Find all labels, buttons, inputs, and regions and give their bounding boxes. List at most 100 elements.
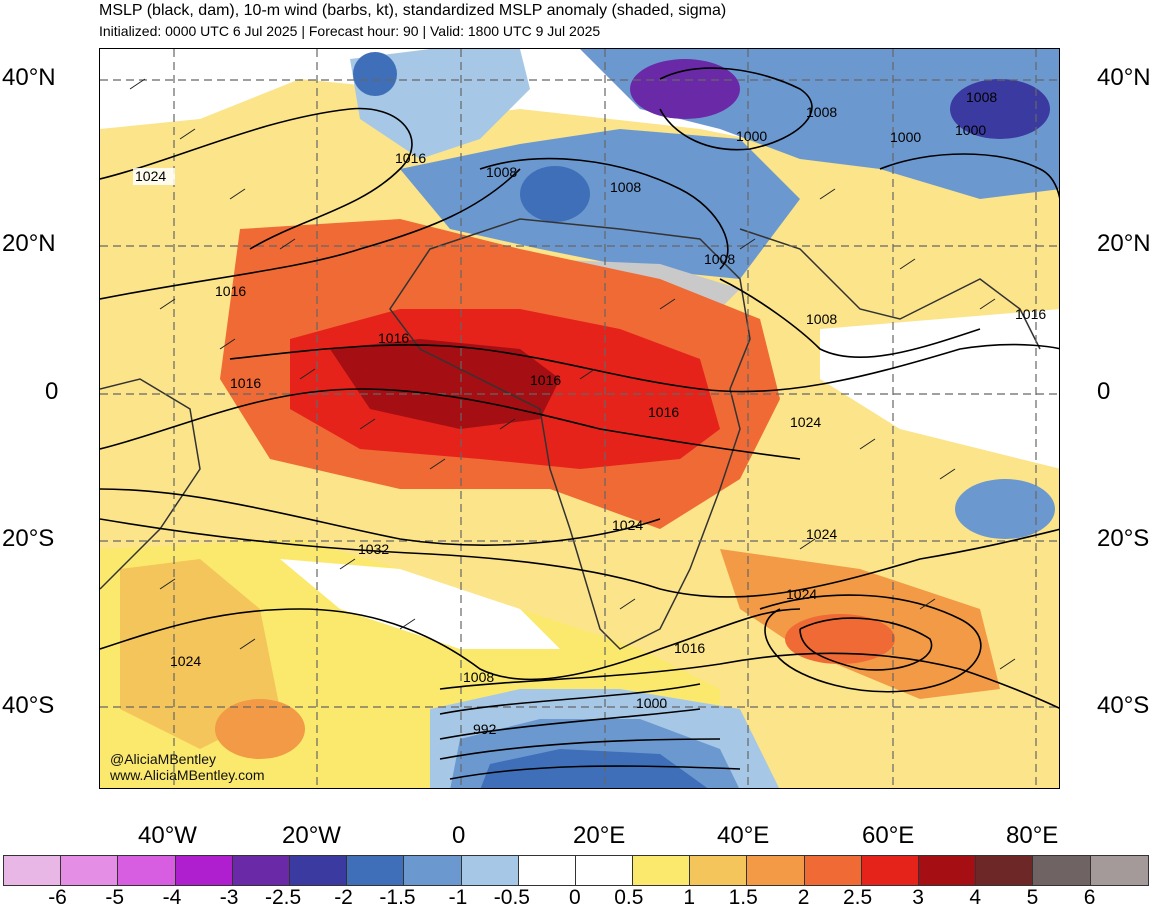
weather-map: 1024 1016 1008 1008 1008 1000 1008 1000 … (99, 48, 1060, 789)
colorbar-tick-label: -1.5 (379, 886, 416, 909)
lat-label-right: 40°S (1097, 692, 1150, 719)
contour-label: 1024 (806, 526, 837, 542)
contour-label: 1016 (230, 375, 261, 391)
anomaly-negative-sahara (400, 129, 800, 279)
contour-label: 1016 (530, 372, 561, 388)
anomaly-neutral-indian-ocean (820, 309, 1059, 469)
lat-label-right: 40°N (1097, 64, 1151, 91)
lat-label-left: 40°N (2, 64, 56, 91)
colorbar-tick-label: -5 (105, 886, 125, 909)
anomaly-low-sahara (520, 166, 590, 222)
lat-label-right: 0 (1097, 378, 1111, 405)
colorbar-tick-label: 3 (912, 886, 924, 909)
contour-label: 1016 (378, 330, 409, 346)
credit-handle: @AliciaMBentley (110, 751, 217, 767)
contour-label: 1008 (704, 251, 735, 267)
colorbar-tick-label: 6 (1083, 886, 1096, 909)
colorbar-swatch (919, 856, 977, 885)
colorbar-swatch (461, 856, 519, 885)
colorbar (3, 855, 1149, 886)
contour-label: 1008 (966, 89, 997, 105)
colorbar-swatch (175, 856, 233, 885)
colorbar-tick-label: 5 (1026, 886, 1039, 909)
lat-label-left: 20°N (2, 230, 56, 257)
contour-label: 1032 (358, 541, 389, 557)
colorbar-swatch (232, 856, 290, 885)
colorbar-swatch (1090, 856, 1148, 885)
colorbar-swatch (518, 856, 576, 885)
colorbar-tick-label: -3 (219, 886, 239, 909)
anomaly-low-atlantic (353, 52, 397, 96)
colorbar-tick-label: 0.5 (614, 886, 644, 909)
colorbar-swatch (804, 856, 862, 885)
contour-label: 1008 (806, 311, 837, 327)
contour-label: 1008 (806, 104, 837, 120)
colorbar-swatch (404, 856, 462, 885)
credit-website[interactable]: www.AliciaMBentley.com (110, 767, 265, 783)
map-canvas: 1024 1016 1008 1008 1008 1000 1008 1000 … (100, 49, 1059, 788)
contour-label: 1024 (612, 517, 643, 533)
anomaly-positive-south-atlantic-cell (215, 699, 305, 759)
lon-label: 40°W (138, 822, 197, 849)
lat-label-right: 20°N (1097, 230, 1151, 257)
contour-label: 1000 (890, 129, 921, 145)
contour-label: 1000 (636, 695, 667, 711)
lon-label: 20°E (573, 822, 626, 849)
colorbar-tick-label: 2 (797, 886, 810, 909)
colorbar-tick-label: 2.5 (843, 886, 873, 909)
lon-label: 60°E (862, 822, 915, 849)
colorbar-swatch (289, 856, 348, 885)
colorbar-tick-label: 1.5 (728, 886, 758, 909)
colorbar-swatch (747, 856, 805, 885)
colorbar-swatch (976, 856, 1034, 885)
colorbar-tick-label: 4 (969, 886, 982, 909)
colorbar-tick-label: -2 (334, 886, 353, 909)
lon-label: 0 (452, 822, 466, 849)
colorbar-swatch (633, 856, 691, 885)
contour-label: 1024 (170, 653, 201, 669)
anomaly-strong-low-europe (630, 59, 740, 119)
contour-label: 1016 (1015, 306, 1046, 322)
mslp-isobars (100, 67, 1059, 780)
colorbar-swatch (118, 856, 176, 885)
lat-label-left: 0 (45, 378, 59, 405)
arabia-india-coastline (739, 228, 1041, 350)
contour-label: 1000 (736, 128, 767, 144)
contour-label: 1016 (215, 283, 246, 299)
colorbar-tick-label: -4 (162, 886, 182, 909)
contour-label: 1008 (610, 179, 641, 195)
contour-label: 1024 (135, 168, 166, 184)
south-america-coastline (100, 378, 201, 590)
contour-label: 1000 (955, 122, 986, 138)
contour-label: 1008 (486, 164, 517, 180)
colorbar-swatch (690, 856, 748, 885)
anomaly-deep-low-southern-ocean (480, 749, 708, 788)
colorbar-tick-label: -6 (48, 886, 67, 909)
contour-label: 1024 (790, 414, 821, 430)
colorbar-swatch (61, 856, 119, 885)
lat-label-left: 40°S (2, 692, 55, 719)
colorbar-swatch (575, 856, 634, 885)
lon-label: 40°E (717, 822, 770, 849)
colorbar-tick-label: -1 (448, 886, 468, 909)
colorbar-tick-label: 0 (569, 886, 581, 909)
map-title: MSLP (black, dam), 10-m wind (barbs, kt)… (99, 2, 727, 19)
anomaly-low-indian-ocean (955, 479, 1055, 539)
map-subtitle: Initialized: 0000 UTC 6 Jul 2025 | Forec… (99, 23, 601, 39)
contour-label: 1008 (463, 669, 494, 685)
colorbar-tick-label: -0.5 (493, 886, 530, 909)
colorbar-tick-label: 1 (683, 886, 696, 909)
contour-label: 1024 (786, 586, 817, 602)
colorbar-swatch (4, 856, 62, 885)
colorbar-swatch (347, 856, 405, 885)
africa-coastline (389, 218, 751, 650)
contour-label: 992 (473, 721, 497, 737)
wind-barbs (129, 78, 1016, 670)
lat-label-left: 20°S (2, 525, 55, 552)
contour-label-group: 1024 1016 1008 1008 1008 1000 1008 1000 … (133, 89, 1046, 737)
lon-label: 20°W (282, 822, 341, 849)
colorbar-swatch (1033, 856, 1091, 885)
contour-label: 1016 (395, 150, 426, 166)
colorbar-tick-label: -2.5 (265, 886, 302, 909)
colorbar-swatch (861, 856, 919, 885)
